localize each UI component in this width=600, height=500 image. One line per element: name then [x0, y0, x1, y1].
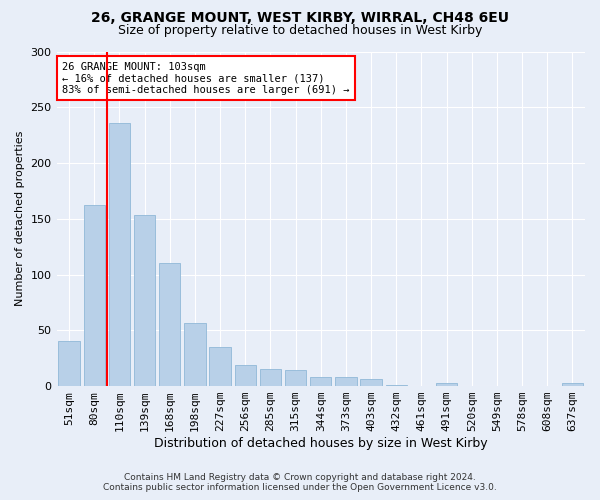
Bar — [109, 123, 130, 386]
Text: Contains HM Land Registry data © Crown copyright and database right 2024.
Contai: Contains HM Land Registry data © Crown c… — [103, 473, 497, 492]
Bar — [184, 322, 206, 386]
Bar — [562, 382, 583, 386]
Bar — [361, 380, 382, 386]
Bar — [386, 385, 407, 386]
Text: 26 GRANGE MOUNT: 103sqm
← 16% of detached houses are smaller (137)
83% of semi-d: 26 GRANGE MOUNT: 103sqm ← 16% of detache… — [62, 62, 349, 94]
Bar — [209, 347, 231, 386]
Bar — [260, 370, 281, 386]
Bar — [159, 264, 181, 386]
Bar — [235, 365, 256, 386]
Bar — [285, 370, 307, 386]
Bar — [58, 342, 80, 386]
Bar — [134, 216, 155, 386]
Text: Size of property relative to detached houses in West Kirby: Size of property relative to detached ho… — [118, 24, 482, 37]
Bar — [83, 206, 105, 386]
Bar — [335, 377, 356, 386]
Y-axis label: Number of detached properties: Number of detached properties — [15, 131, 25, 306]
X-axis label: Distribution of detached houses by size in West Kirby: Distribution of detached houses by size … — [154, 437, 488, 450]
Text: 26, GRANGE MOUNT, WEST KIRBY, WIRRAL, CH48 6EU: 26, GRANGE MOUNT, WEST KIRBY, WIRRAL, CH… — [91, 11, 509, 25]
Bar — [436, 382, 457, 386]
Bar — [310, 377, 331, 386]
